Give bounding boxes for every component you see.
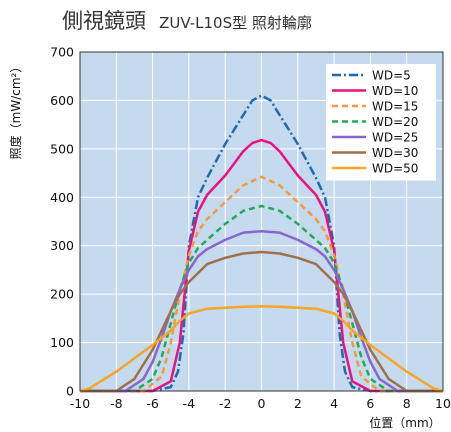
x-axis-label: 位置（mm） [369, 415, 440, 430]
series-line [80, 138, 443, 393]
y-tick-label: 600 [50, 93, 74, 108]
x-tick-label: -2 [219, 396, 231, 411]
legend-label: WD=25 [372, 131, 418, 145]
legend-label: WD=30 [372, 146, 418, 160]
series-line [80, 250, 443, 393]
series-line [80, 94, 443, 393]
legend-label: WD=50 [372, 162, 418, 176]
legend-label: WD=15 [372, 100, 418, 114]
x-tick-label: 10 [435, 396, 451, 411]
y-axis-label: 照度（mW/cm²） [8, 61, 23, 160]
y-tick-label: 400 [50, 190, 74, 205]
y-tick-label: 200 [50, 287, 74, 302]
x-tick-label: -10 [70, 396, 90, 411]
y-tick-label: 0 [66, 384, 74, 399]
x-tick-label: 0 [258, 396, 266, 411]
y-tick-label: 500 [50, 141, 74, 156]
x-tick-label: 2 [294, 396, 302, 411]
x-tick-label: -8 [110, 396, 123, 411]
legend-label: WD=5 [372, 69, 411, 83]
x-tick-label: 6 [366, 396, 374, 411]
x-tick-label: 4 [330, 396, 338, 411]
legend-label: WD=10 [372, 84, 418, 98]
plot-frame [79, 51, 444, 392]
series-group [79, 94, 444, 393]
x-tick-label: -4 [183, 396, 196, 411]
x-tick-label: 8 [403, 396, 411, 411]
chart-title: 側視鏡頭 ZUV-L10S型 照射輪廓 [62, 9, 312, 33]
series-line [79, 305, 444, 393]
y-tick-label: 700 [50, 45, 74, 60]
y-tick-labels: 0 100 200 300 400 500 600 700 [50, 45, 74, 399]
y-tick-label: 300 [50, 238, 74, 253]
y-tick-label: 100 [50, 335, 74, 350]
legend-label: WD=20 [372, 115, 418, 129]
x-tick-label: -6 [146, 396, 159, 411]
x-tick-labels: -10 -8 -6 -4 -2 0 2 4 6 8 10 [70, 396, 451, 411]
